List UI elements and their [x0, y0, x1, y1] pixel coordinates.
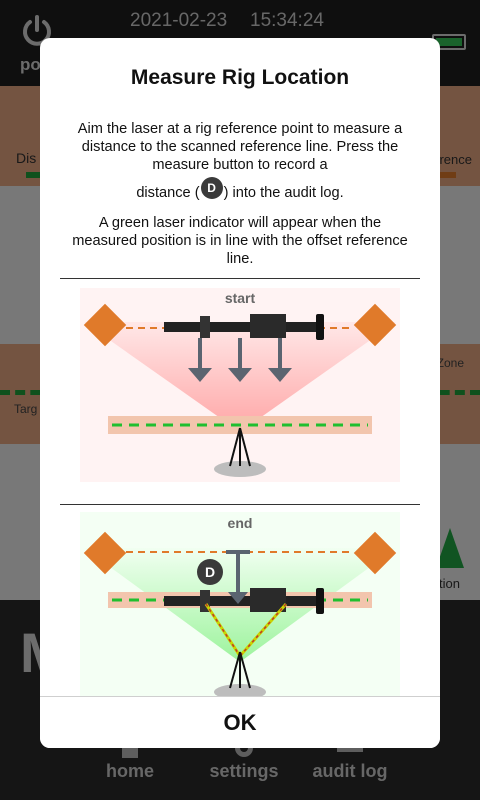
svg-text:D: D: [205, 564, 215, 580]
tripod-icon: [229, 651, 251, 689]
dialog-title: Measure Rig Location: [130, 66, 350, 89]
indicator-text: A green laser indicator will appear when…: [72, 215, 408, 267]
divider: [60, 278, 420, 279]
instruction-text: Aim the laser at a rig reference point t…: [77, 121, 403, 173]
instruction-post: ) into the audit log.: [223, 185, 344, 201]
distance-badge-icon: [197, 559, 223, 585]
end-diagram: end D: [80, 512, 400, 702]
instruction-pre: distance (: [136, 185, 200, 201]
instruction-text-end: distance (D) into the audit log.: [70, 177, 410, 204]
arrows-down-icon: [188, 338, 292, 382]
measure-rig-dialog: Measure Rig Location Aim the laser at a …: [40, 38, 440, 748]
distance-measure-icon: [226, 550, 250, 604]
distance-badge-icon: D: [200, 177, 223, 199]
tripod-icon: [229, 427, 251, 467]
reference-diamond-icon: [353, 303, 397, 347]
divider: [60, 504, 420, 505]
ok-button[interactable]: OK: [40, 696, 440, 748]
start-diagram: start: [80, 288, 400, 482]
rig-icon: [164, 314, 324, 340]
reference-diamond-icon: [83, 303, 127, 347]
end-label: end: [228, 515, 253, 531]
start-label: start: [225, 290, 256, 306]
laser-beams: [204, 603, 288, 657]
